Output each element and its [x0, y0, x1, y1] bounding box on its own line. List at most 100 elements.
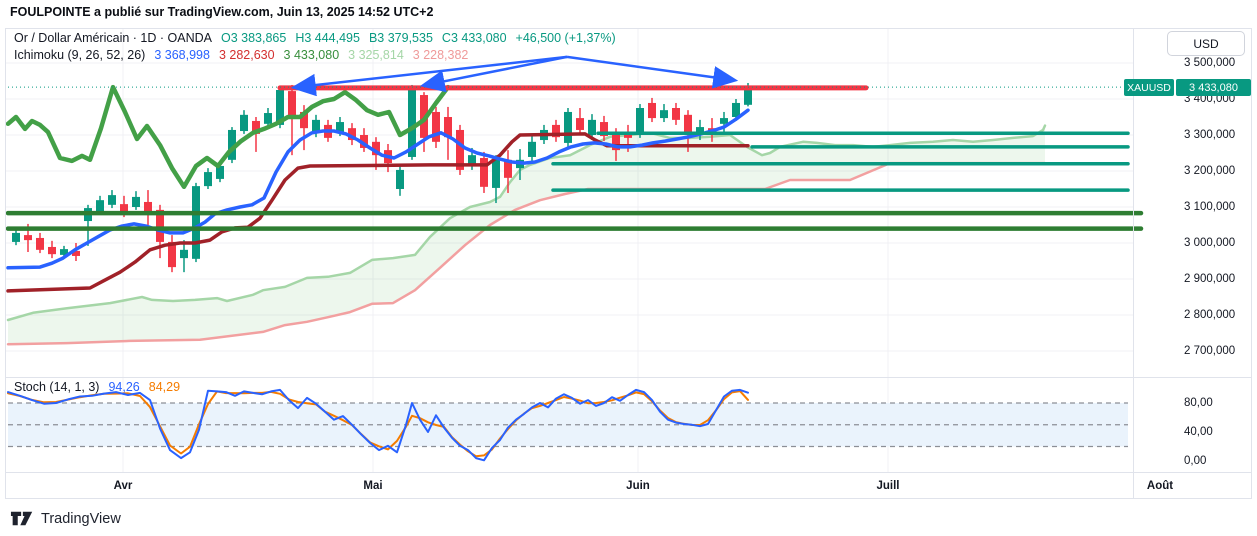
candle-body [168, 241, 176, 268]
price-tick-label: 3 200,000 [1184, 165, 1236, 177]
candle-body [12, 232, 20, 242]
time-axis-label: Mai [363, 480, 383, 492]
candle-body [600, 122, 608, 137]
trend-arrows[interactable] [290, 55, 739, 97]
symbol-legend-row[interactable]: Or / Dollar Américain · 1D · OANDA O3 383… [14, 31, 616, 45]
candle-body [336, 122, 344, 133]
change-value: +46,500 (+1,37%) [515, 31, 616, 45]
candle [396, 164, 404, 196]
candle-body [444, 117, 452, 138]
stoch-tick-label: 0,00 [1184, 455, 1207, 467]
low-value: 3 379,535 [377, 31, 433, 45]
high-value: 3 444,495 [304, 31, 360, 45]
candle-body [672, 108, 680, 120]
candle-body [372, 141, 380, 156]
candle [660, 104, 668, 123]
candle-body [576, 118, 584, 130]
candle [696, 119, 704, 141]
candle-body [696, 127, 704, 135]
candle [600, 115, 608, 142]
candle-body [60, 249, 68, 255]
candle-body [660, 110, 668, 119]
last-price-value-badge: 3 433,080 [1176, 79, 1251, 96]
candle [144, 190, 152, 225]
last-price-symbol-badge: XAUUSD [1124, 79, 1174, 96]
time-axis-label: Juill [876, 480, 900, 492]
candle [648, 97, 656, 123]
candle-body [552, 124, 560, 138]
candle-body [156, 209, 164, 242]
candle [564, 108, 572, 147]
candle-body [252, 120, 260, 134]
candle [360, 128, 368, 152]
candle-body [636, 108, 644, 134]
candle-body [228, 129, 236, 160]
candle [672, 102, 680, 125]
candle-body [684, 114, 692, 133]
candle-body [72, 250, 80, 256]
candle [288, 84, 296, 156]
candle [348, 123, 356, 146]
time-axis-label: Juin [626, 480, 650, 492]
candle-body [588, 119, 596, 135]
kijun-sen-line [6, 132, 750, 293]
chikou-span-line [5, 84, 451, 190]
trend-arrow[interactable] [419, 55, 568, 93]
close-value: 3 433,080 [450, 31, 507, 45]
candle-body [240, 114, 248, 132]
ichimoku-value: 3 282,630 [218, 48, 275, 62]
horizontal-level-lines[interactable] [5, 85, 1144, 231]
candle-body [24, 235, 32, 241]
candle-body [264, 113, 272, 124]
candle [528, 135, 536, 162]
candle [48, 240, 56, 259]
candle-body [396, 169, 404, 189]
price-tick-label: 2 700,000 [1184, 345, 1236, 357]
candle [504, 150, 512, 193]
symbol-title: Or / Dollar Américain · 1D · OANDA [14, 31, 212, 45]
candle [456, 124, 464, 175]
trend-arrow[interactable] [566, 55, 739, 89]
time-axis-label: Avr [113, 480, 133, 492]
candle-body [480, 158, 488, 187]
candle-body [744, 87, 752, 105]
candle [552, 119, 560, 142]
candle [168, 235, 176, 273]
stoch-legend-row[interactable]: Stoch (14, 1, 3) 94,26 84,29 [14, 380, 180, 394]
candle [588, 114, 596, 141]
stoch-title: Stoch (14, 1, 3) [14, 380, 100, 394]
candle [72, 243, 80, 261]
candle [252, 117, 260, 152]
brand-text: TradingView [41, 510, 121, 527]
candle-body [276, 90, 284, 125]
stoch-d-line [7, 390, 749, 458]
candle-body [144, 201, 152, 213]
candle-body [300, 111, 308, 129]
close-label: C [441, 31, 451, 45]
candle-body [612, 135, 620, 151]
candle-body [648, 102, 656, 119]
price-tick-label: 3 000,000 [1184, 237, 1236, 249]
ichimoku-legend-row[interactable]: Ichimoku (9, 26, 52, 26) 3 368,998 3 282,6… [14, 48, 468, 62]
candle-body [36, 237, 44, 250]
price-tick-label: 3 100,000 [1184, 201, 1236, 213]
chart-border [5, 28, 1252, 499]
price-tick-label: 2 900,000 [1184, 273, 1236, 285]
candle-body [732, 102, 740, 117]
open-label: O [220, 31, 231, 45]
price-tick-label: 3 500,000 [1184, 57, 1236, 69]
ichimoku-title: Ichimoku (9, 26, 52, 26) [14, 48, 146, 62]
candle-body [192, 186, 200, 259]
stoch-k-value: 94,26 [108, 380, 140, 394]
candle-body [456, 129, 464, 170]
candle-body [132, 196, 140, 207]
stoch-tick-label: 80,00 [1184, 397, 1213, 409]
candle [180, 240, 188, 273]
currency-usd-button[interactable]: USD [1167, 31, 1245, 56]
candle [228, 127, 236, 164]
candle-body [432, 111, 440, 142]
low-label: B [368, 31, 378, 45]
footer-brand[interactable]: TradingView [10, 510, 121, 527]
time-axis-label: Août [1146, 480, 1174, 492]
